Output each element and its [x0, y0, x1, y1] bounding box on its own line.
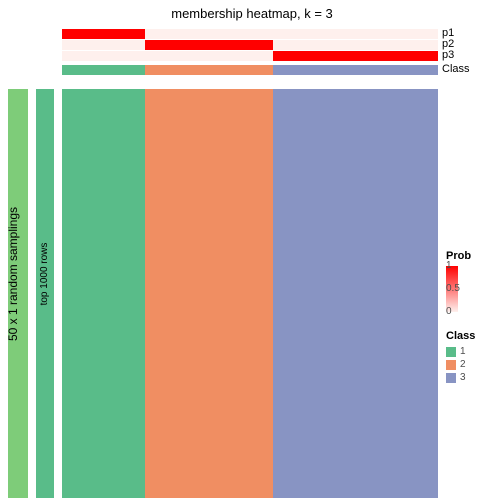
heatmap-column	[273, 89, 438, 498]
prob-segment	[62, 29, 145, 39]
prob-band	[62, 29, 438, 39]
legend-prob-tick: 0.5	[446, 283, 476, 294]
prob-row-label: p3	[442, 49, 454, 61]
prob-segment	[273, 40, 438, 50]
class-row-label: Class	[442, 63, 470, 75]
class-segment	[62, 65, 145, 75]
heatmap-column	[62, 89, 145, 498]
prob-band	[62, 51, 438, 61]
legend-class-item: 1	[446, 346, 466, 357]
prob-segment	[145, 29, 438, 39]
heatmap-column	[145, 89, 273, 498]
legend-swatch	[446, 360, 456, 370]
legend-class-item: 3	[446, 372, 466, 383]
legend-class-title: Class	[446, 330, 475, 342]
rows-label: top 1000 rows	[39, 214, 50, 334]
prob-segment	[62, 40, 145, 50]
legend-swatch	[446, 347, 456, 357]
legend-class-item: 2	[446, 359, 466, 370]
prob-segment	[62, 51, 273, 61]
sampling-label: 50 x 1 random samplings	[6, 174, 20, 374]
heatmap-body	[62, 89, 438, 498]
legend-class-label: 3	[460, 372, 466, 383]
legend-swatch	[446, 373, 456, 383]
class-band	[62, 65, 438, 75]
legend-prob-tick: 1	[446, 260, 476, 271]
legend-class-label: 2	[460, 359, 466, 370]
legend-class-label: 1	[460, 346, 466, 357]
prob-segment	[273, 51, 438, 61]
chart-title: membership heatmap, k = 3	[0, 6, 504, 21]
class-segment	[145, 65, 273, 75]
prob-band	[62, 40, 438, 50]
class-segment	[273, 65, 438, 75]
prob-segment	[145, 40, 273, 50]
legend-prob-tick: 0	[446, 306, 476, 317]
